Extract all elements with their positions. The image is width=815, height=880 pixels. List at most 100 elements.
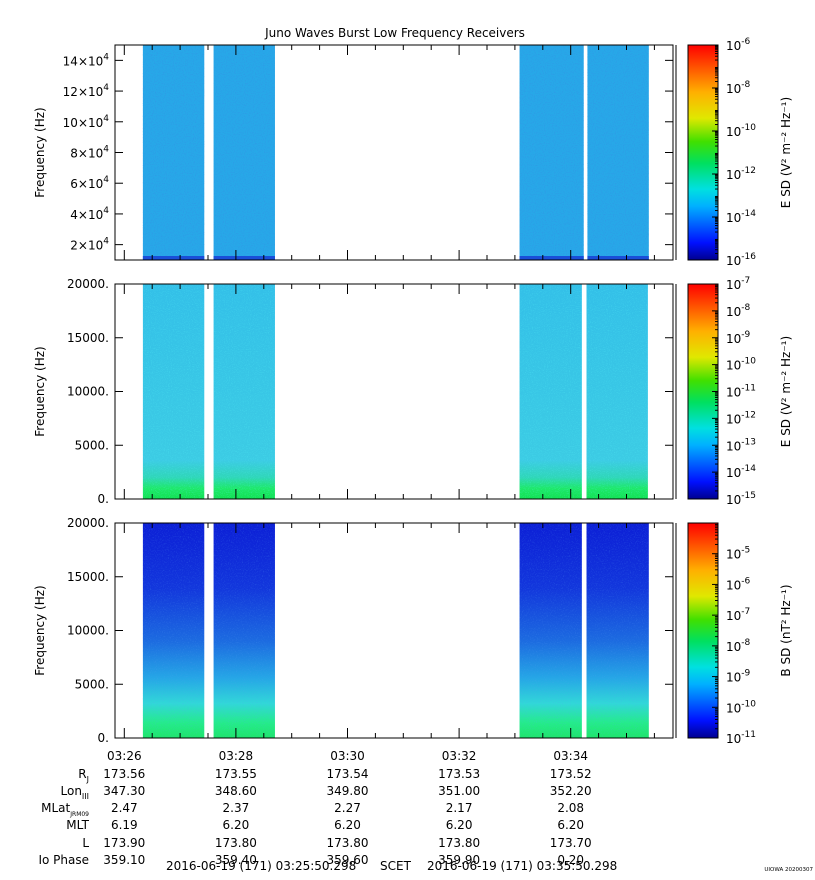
ephemeris-value: 173.54 xyxy=(327,767,369,781)
colorbar-label: B SD (nT² Hz⁻¹) xyxy=(779,584,793,676)
ephemeris-value: 6.20 xyxy=(446,818,473,832)
ephemeris-value: 349.80 xyxy=(327,784,369,798)
y-axis-label: Frequency (Hz) xyxy=(33,585,47,676)
colorbar-tick-label: 10-16 xyxy=(726,252,756,268)
ephemeris-table: RJ 173.56 173.55 173.54 173.53 173.52 LonIII 34… xyxy=(38,767,591,867)
spectrogram-texture xyxy=(213,45,275,260)
colorbar xyxy=(687,522,719,739)
x-tick-label: 03:32 xyxy=(442,749,477,763)
colorbar-tick-label: 10-6 xyxy=(726,37,751,53)
colorbar-tick-label: 10-13 xyxy=(726,437,756,453)
ephemeris-value: 173.90 xyxy=(103,836,145,850)
spectrogram-texture xyxy=(519,284,582,499)
ephemeris-value: 351.00 xyxy=(438,784,480,798)
panel-3: 0. 5000. 10000. 15000. 20000. Frequency (Hz) 1… xyxy=(33,516,793,746)
colorbar-tick-label: 10-9 xyxy=(726,330,751,346)
colorbar-tick-label: 10-5 xyxy=(726,546,750,562)
ephemeris-value: 6.20 xyxy=(334,818,361,832)
y-tick-label: 12×104 xyxy=(63,83,110,99)
spectrogram-texture xyxy=(586,284,648,499)
colorbar-tick-label: 10-8 xyxy=(726,303,751,319)
y-tick-label: 8×104 xyxy=(70,145,109,161)
y-tick-label: 15000. xyxy=(67,331,109,345)
ephemeris-value: 2.08 xyxy=(557,801,584,815)
y-tick-label: 5000. xyxy=(75,677,109,691)
footer-scet: SCET xyxy=(380,859,412,873)
colorbar-tick-label: 10-9 xyxy=(726,669,751,685)
time-axis: 03:26 03:28 03:30 03:32 03:34 xyxy=(107,749,588,763)
spectrogram-texture xyxy=(213,523,275,738)
footer-stamp: UIOWA 20200307 xyxy=(764,867,813,873)
y-tick-label: 10000. xyxy=(67,624,109,638)
ephemeris-value: 173.53 xyxy=(438,767,480,781)
ephemeris-value: 6.19 xyxy=(111,818,138,832)
ephemeris-value: 6.20 xyxy=(557,818,584,832)
ephemeris-value: 352.20 xyxy=(550,784,592,798)
ephemeris-value: 2.27 xyxy=(334,801,361,815)
spectrogram-floor xyxy=(142,256,205,260)
y-tick-label: 0. xyxy=(98,492,109,506)
y-tick-label: 10000. xyxy=(67,385,109,399)
colorbar-tick-label: 10-8 xyxy=(726,638,751,654)
ephemeris-label: LonIII xyxy=(61,784,90,801)
colorbar-tick-label: 10-15 xyxy=(726,491,756,507)
colorbar-tick-label: 10-6 xyxy=(726,576,751,592)
colorbar-tick-label: 10-12 xyxy=(726,410,756,426)
colorbar-tick-label: 10-10 xyxy=(726,357,756,373)
x-tick-label: 03:34 xyxy=(553,749,588,763)
ephemeris-label: L xyxy=(82,836,89,850)
y-tick-label: 14×104 xyxy=(63,52,110,68)
spectrogram-texture xyxy=(142,45,205,260)
y-axis-label: Frequency (Hz) xyxy=(33,346,47,437)
ephemeris-value: 6.20 xyxy=(223,818,250,832)
y-tick-label: 20000. xyxy=(67,516,109,530)
x-tick-label: 03:30 xyxy=(330,749,365,763)
colorbar xyxy=(687,44,719,261)
colorbar-tick-label: 10-11 xyxy=(726,384,756,400)
colorbar-label: E SD (V² m⁻² Hz⁻¹) xyxy=(779,336,793,447)
colorbar-tick-label: 10-7 xyxy=(726,276,750,292)
spectrogram-texture xyxy=(142,284,205,499)
colorbar-tick-label: 10-12 xyxy=(726,166,756,182)
spectrogram-texture xyxy=(142,523,205,738)
chart-title: Juno Waves Burst Low Frequency Receivers xyxy=(264,26,525,40)
y-tick-label: 10×104 xyxy=(63,114,110,130)
y-tick-label: 2×104 xyxy=(70,237,109,253)
y-tick-label: 15000. xyxy=(67,570,109,584)
y-tick-label: 20000. xyxy=(67,277,109,291)
spectrogram-texture xyxy=(519,523,582,738)
ephemeris-value: 348.60 xyxy=(215,784,257,798)
ephemeris-value: 359.10 xyxy=(103,853,145,867)
ephemeris-value: 173.80 xyxy=(327,836,369,850)
colorbar-tick-label: 10-10 xyxy=(726,123,756,139)
colorbar-tick-label: 10-14 xyxy=(726,209,756,225)
panels: 2×104 4×104 6×104 8×104 10×104 12×104 14×104 Fr… xyxy=(33,37,793,746)
ephemeris-value: 2.47 xyxy=(111,801,138,815)
ephemeris-value: 173.56 xyxy=(103,767,145,781)
y-tick-label: 6×104 xyxy=(70,175,109,191)
ephemeris-value: 359.40 xyxy=(215,853,257,867)
colorbar-tick-label: 10-7 xyxy=(726,607,750,623)
y-tick-label: 4×104 xyxy=(70,206,109,222)
colorbar-tick-label: 10-10 xyxy=(726,699,756,715)
ephemeris-label: Io Phase xyxy=(38,853,89,867)
ephemeris-label: MLT xyxy=(66,818,89,832)
ephemeris-value: 2.17 xyxy=(446,801,473,815)
colorbar-tick-label: 10-11 xyxy=(726,730,756,746)
y-axis-label: Frequency (Hz) xyxy=(33,107,47,198)
x-tick-label: 03:26 xyxy=(107,749,142,763)
colorbar-label: E SD (V² m⁻² Hz⁻¹) xyxy=(779,97,793,208)
ephemeris-value: 173.55 xyxy=(215,767,257,781)
y-tick-label: 5000. xyxy=(75,438,109,452)
y-tick-label: 0. xyxy=(98,731,109,745)
spectrogram-floor xyxy=(587,256,649,260)
footer-start: 2016-06-19 (171) 03:25:50.298 xyxy=(166,859,356,873)
x-tick-label: 03:28 xyxy=(219,749,254,763)
spectrogram-texture xyxy=(519,45,584,260)
ephemeris-value: 173.80 xyxy=(215,836,257,850)
spectrogram-floor xyxy=(213,256,275,260)
ephemeris-value: 347.30 xyxy=(103,784,145,798)
spectrogram-texture xyxy=(213,284,275,499)
colorbar-tick-label: 10-8 xyxy=(726,80,751,96)
